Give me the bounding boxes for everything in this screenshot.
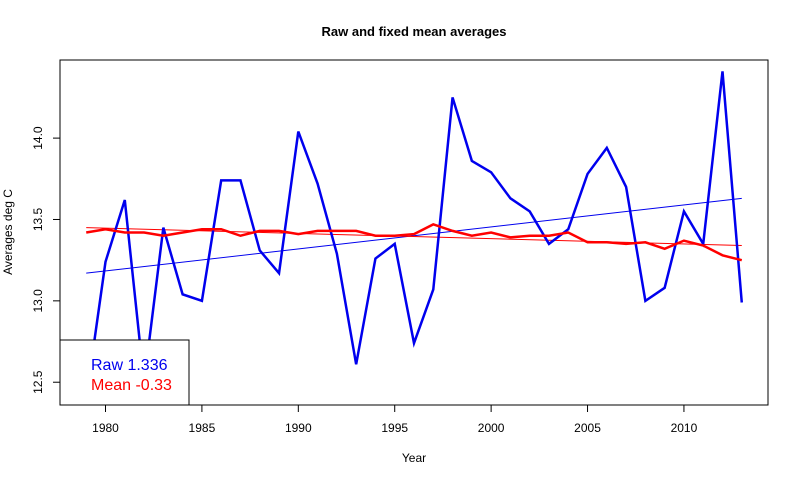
y-tick-label: 13.5 [31,207,45,231]
plot-frame [59,59,769,406]
series-line [84,71,744,399]
y-axis-label: Averages deg C [1,189,15,275]
legend-label: Raw 1.336 [91,357,168,374]
x-tick-label: 1985 [189,421,216,435]
x-tick-label: 2000 [478,421,505,435]
y-tick-label: 13.0 [31,289,45,313]
x-tick-label: 2005 [574,421,601,435]
y-tick-label: 14.0 [31,126,45,150]
x-tick-label: 1990 [285,421,312,435]
x-tick-label: 1980 [92,421,119,435]
x-tick-label: 1995 [381,421,408,435]
x-tick-label: 2010 [671,421,698,435]
trend-line [86,197,742,274]
x-axis-label: Year [402,451,426,465]
series-line [86,223,743,262]
legend-label: Mean -0.33 [91,377,172,394]
y-tick-label: 12.5 [31,370,45,394]
legend-box [59,339,190,406]
chart-title: Raw and fixed mean averages [322,24,507,39]
